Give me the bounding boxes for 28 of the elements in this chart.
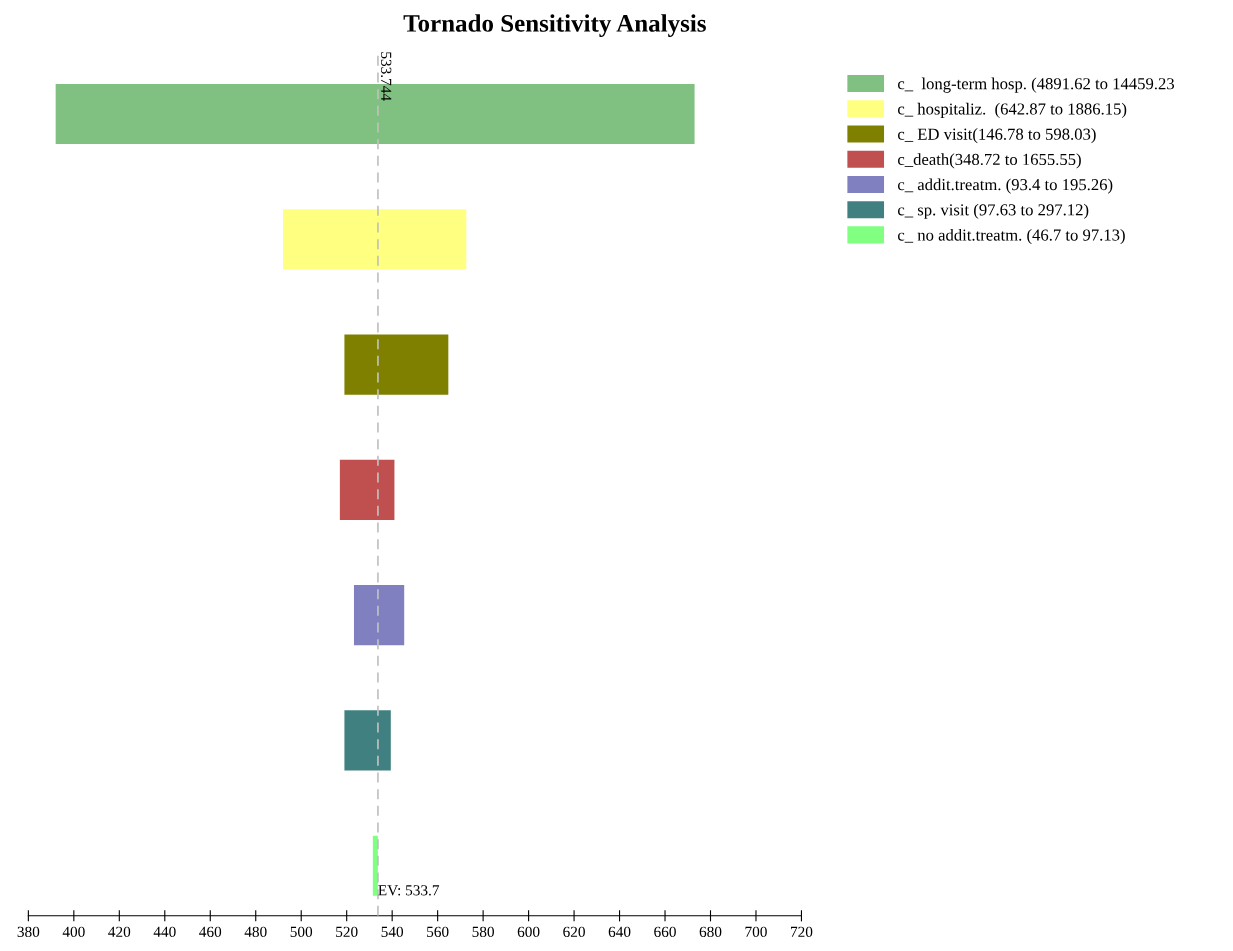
x-tick-label: 500 — [290, 926, 313, 937]
legend-label: c_ no addit.treatm. (46.7 to 97.13) — [898, 228, 1125, 245]
x-tick-label: 720 — [791, 926, 813, 937]
x-tick-label: 540 — [381, 926, 404, 937]
x-tick-label: 420 — [108, 926, 131, 937]
x-tick-label: 580 — [472, 926, 494, 937]
x-tick-label: 560 — [427, 926, 449, 937]
annotation: EV: 533.7 — [378, 885, 440, 896]
x-tick-label: 660 — [654, 926, 676, 937]
legend-label: c_ sp. visit (97.63 to 297.12) — [898, 203, 1089, 219]
x-tick-label: 380 — [17, 926, 40, 937]
x-tick-label: 640 — [608, 926, 631, 937]
ref-line-label: 533.744 — [380, 52, 392, 101]
x-tick-label: 440 — [153, 926, 176, 937]
x-tick-label: 520 — [336, 926, 358, 937]
x-tick-label: 700 — [745, 926, 767, 937]
x-tick-label: 620 — [563, 926, 585, 937]
legend-label: c_ addit.treatm. (93.4 to 195.26) — [898, 178, 1113, 194]
legend-label: c_ hospitaliz. (642.87 to 1886.15) — [898, 102, 1127, 118]
legend-label: c_ ED visit(146.78 to 598.03) — [898, 128, 1096, 144]
x-tick-label: 680 — [699, 926, 722, 937]
legend-label: c_ long-term hosp. (4891.62 to 14459.23 — [898, 77, 1175, 93]
chart-title: Tornado Sensitivity Analysis — [403, 14, 706, 38]
x-tick-label: 400 — [62, 926, 85, 937]
x-tick-label: 460 — [199, 926, 222, 937]
x-tick-label: 480 — [244, 926, 267, 937]
legend-label: c_death(348.72 to 1655.55) — [898, 153, 1081, 169]
x-tick-label: 600 — [517, 926, 540, 937]
